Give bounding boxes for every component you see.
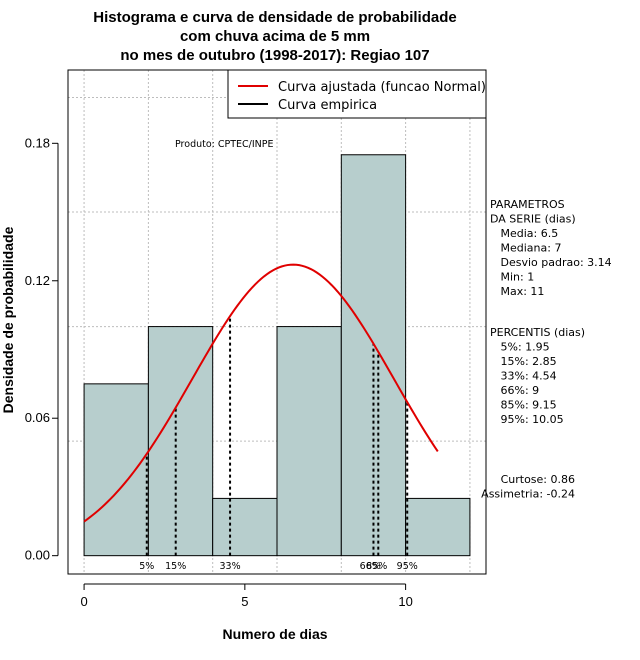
percentile-label-95: 95% [397,561,418,572]
chart-title-line-2: com chuva acima de 5 mm [180,28,370,45]
parametros-block: PARAMETROS DA SERIE (dias) Media: 6.5 Med… [490,198,612,298]
product-annotation: Produto: CPTEC/INPE [175,139,274,150]
x-tick-label: 10 [398,594,412,609]
shape-stats-block: Curtose: 0.86 Assimetria: -0.24 [481,473,575,501]
axes-layer: 0 5 10 0.00 0.06 0.12 0.18 [25,135,413,609]
parametros-line: DA SERIE (dias) [490,213,576,226]
y-tick-label: 0.12 [25,273,50,288]
parametros-line: Media: 6.5 [490,227,558,240]
percentile-label-66: 66% [360,561,381,572]
parametros-line: PARAMETROS [490,198,565,211]
x-axis-title: Numero de dias [222,626,327,642]
percentile-label-33: 33% [219,561,240,572]
percentis-line: 95%: 10.05 [490,413,564,426]
chart-title-line-1: Histograma e curva de densidade de proba… [93,9,456,26]
shape-stats-line: Assimetria: -0.24 [481,488,575,501]
parametros-line: Mediana: 7 [490,242,561,255]
histogram-bar-3 [212,497,278,557]
x-tick-label: 0 [80,594,87,609]
percentis-line: 5%: 1.95 [490,341,550,354]
parametros-line: Max: 11 [490,285,544,298]
histogram-bar-4 [276,326,342,557]
legend-box [227,69,487,119]
percentis-line: 33%: 4.54 [490,370,557,383]
shape-stats-line: Curtose: 0.86 [501,473,575,486]
legend: Curva ajustada (funcao Normal) Curva emp… [227,69,487,119]
percentis-line: 15%: 2.85 [490,355,557,368]
percentis-line: PERCENTIS (dias) [490,326,585,339]
parametros-line: Desvio padrao: 3.14 [490,256,612,269]
percentis-line: 66%: 9 [490,384,539,397]
curve-layer [83,263,439,523]
percentile-label-85: 85% [366,561,387,572]
chart-title-line-3: no mes de outubro (1998-2017): Regiao 10… [120,47,429,64]
percentile-label-5: 5% [139,561,154,572]
histogram-bar-2 [147,326,214,557]
percentile-lines-layer: 5% 15% 33% 66%85% 95% [139,316,418,572]
legend-label-empirica: Curva empirica [278,98,377,113]
percentile-label-15: 15% [165,561,186,572]
y-axis-title: Densidade de probabilidade [0,226,16,413]
histogram-bar-6 [405,497,471,557]
normal-curve [83,263,439,523]
percentis-block: PERCENTIS (dias) 5%: 1.95 15%: 2.85 33%:… [490,326,585,426]
parametros-line: Min: 1 [490,271,534,284]
percentis-line: 85%: 9.15 [490,399,557,412]
legend-label-normal: Curva ajustada (funcao Normal) [278,80,486,95]
y-tick-label: 0.00 [25,548,50,563]
y-tick-label: 0.18 [25,135,50,150]
y-tick-label: 0.06 [25,410,50,425]
histogram-bar-1 [83,383,149,557]
x-tick-label: 5 [241,594,248,609]
